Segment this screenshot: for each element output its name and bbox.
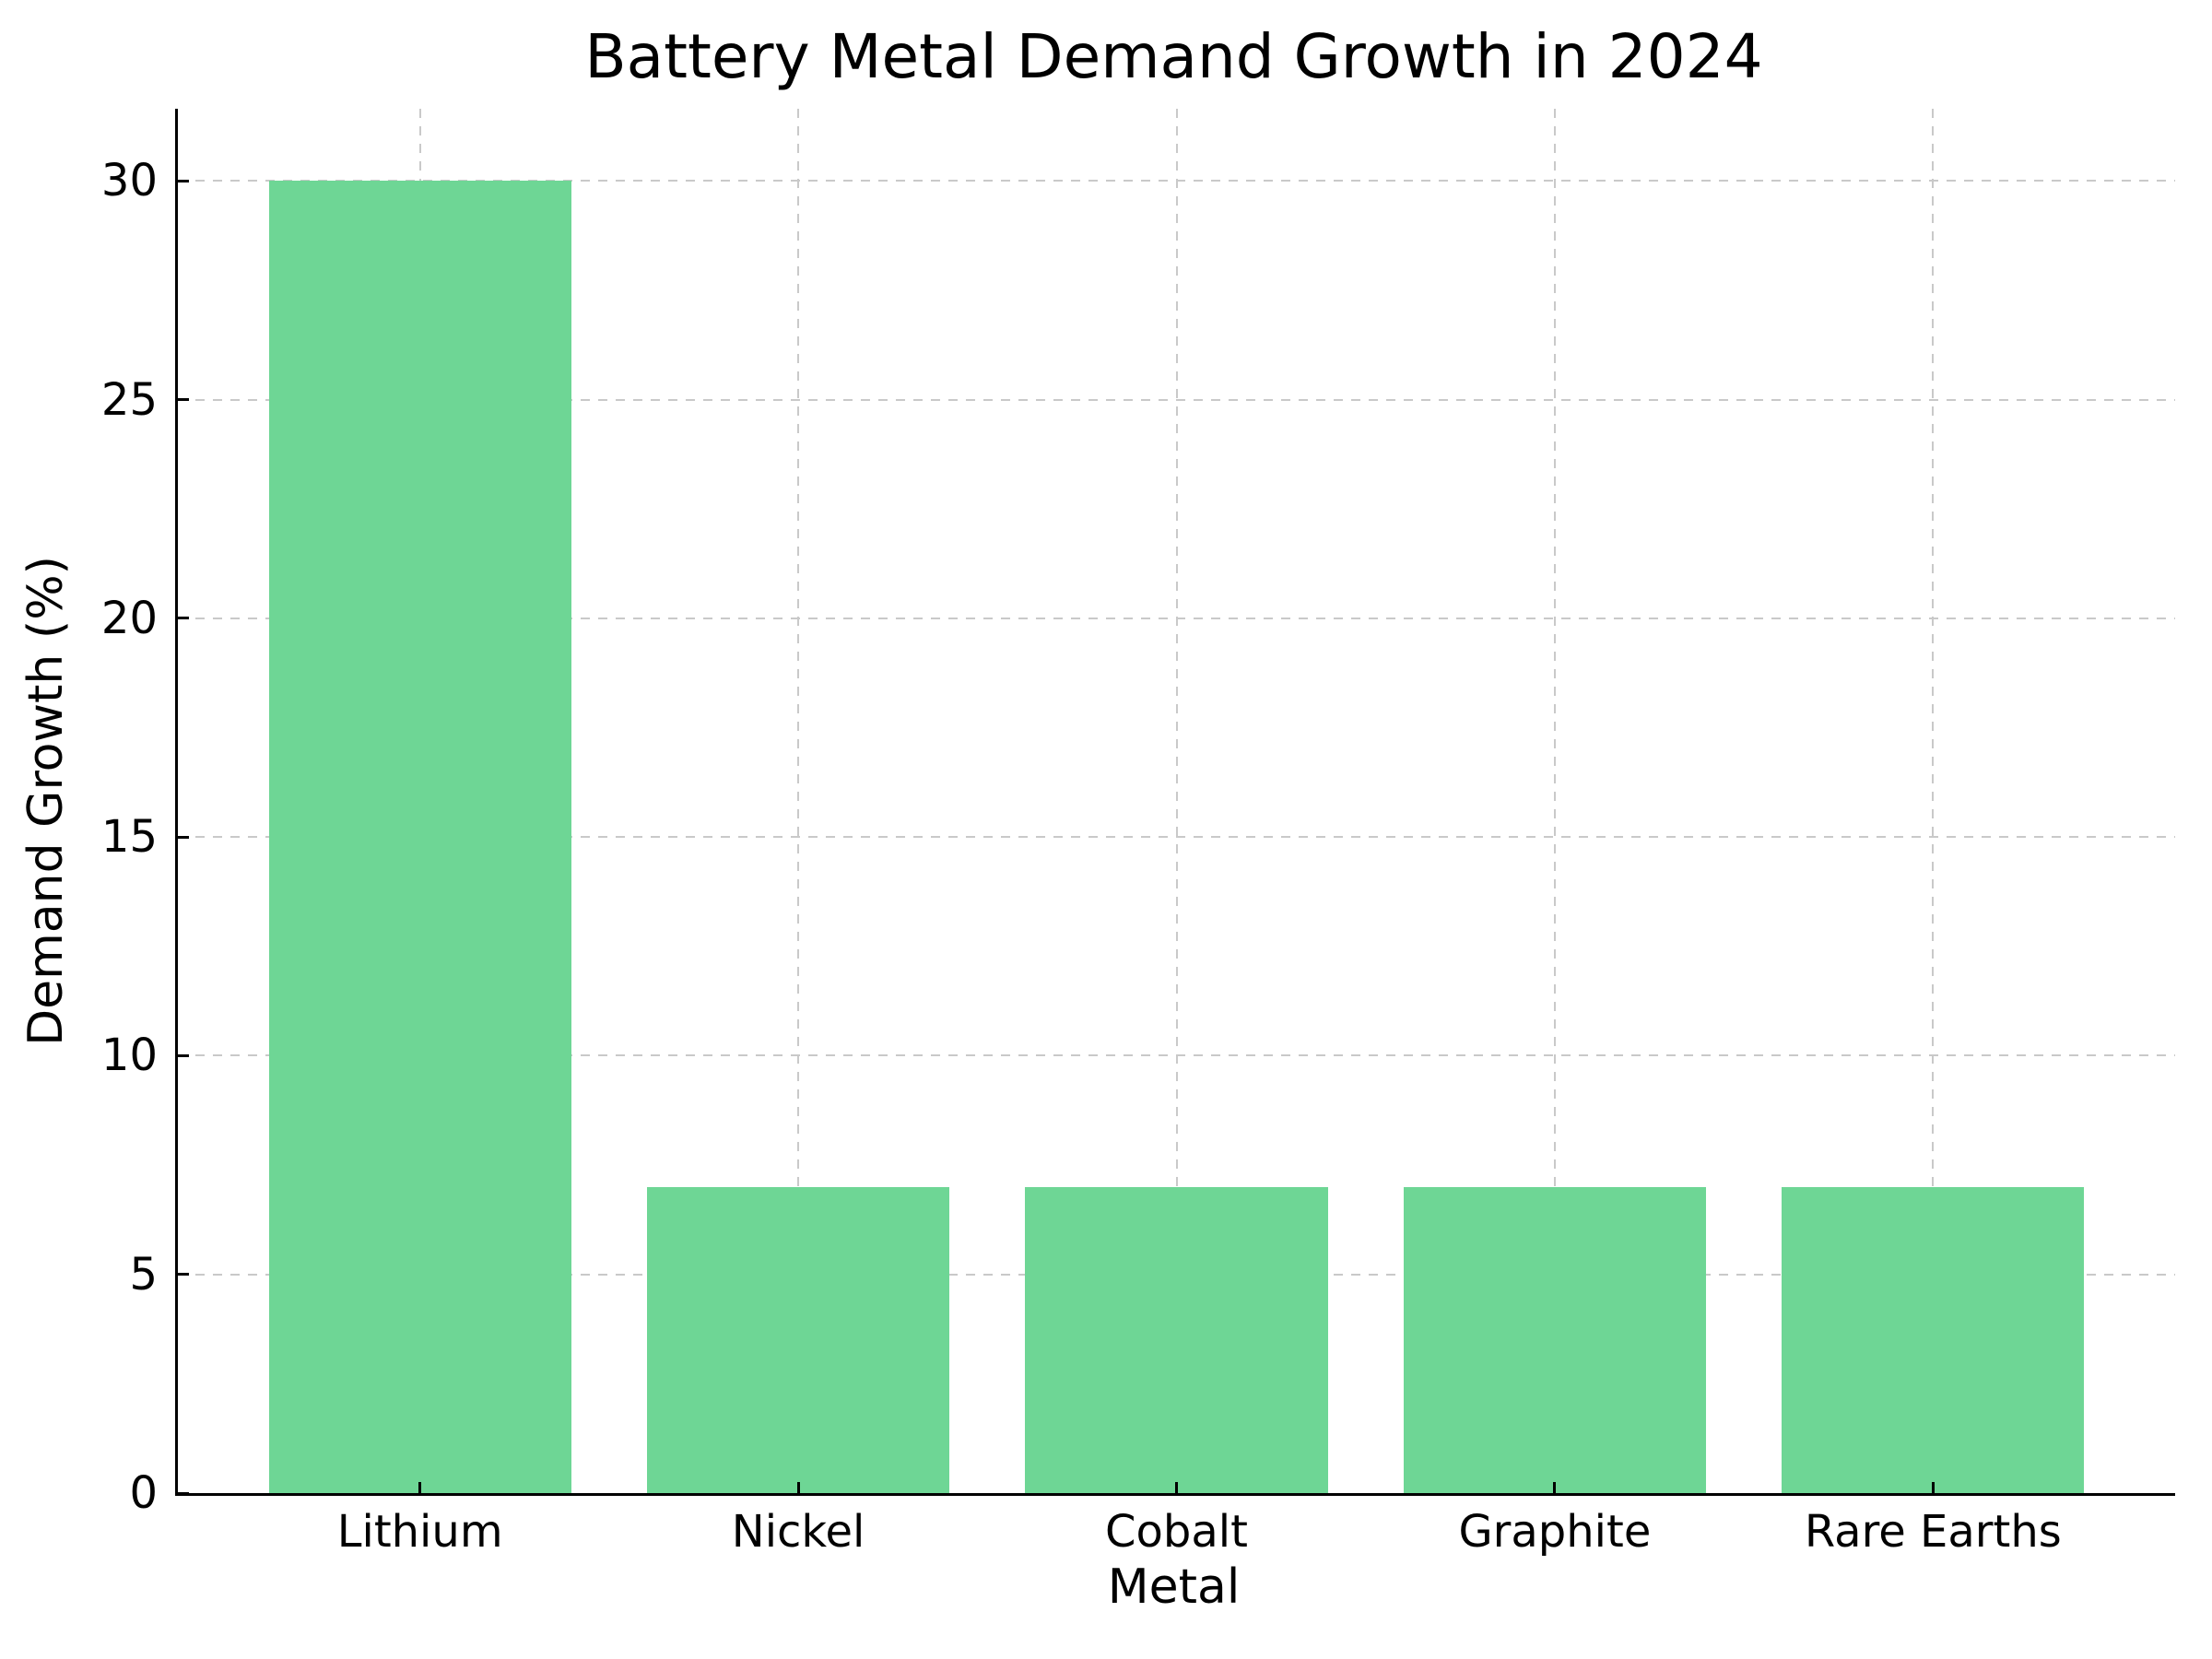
x-tick-label: Cobalt <box>1105 1506 1248 1558</box>
x-tick-label: Graphite <box>1458 1506 1652 1558</box>
y-tick-mark <box>178 617 189 620</box>
x-tick-mark <box>418 1482 422 1493</box>
x-tick-label: Lithium <box>336 1506 503 1558</box>
bar-rare-earths <box>1782 1186 2085 1493</box>
gridline-x-cobalt <box>1175 109 1178 1493</box>
x-tick-mark <box>796 1482 800 1493</box>
gridline-x-rare-earths <box>1932 109 1935 1493</box>
gridline-x-graphite <box>1553 109 1556 1493</box>
y-tick-label: 15 <box>100 811 158 864</box>
y-tick-mark <box>178 1053 189 1057</box>
plot-area: 0 5 10 15 20 25 30 Lithium Nickel Cobalt Graphite R… <box>101 109 2175 1554</box>
y-tick-label: 10 <box>100 1030 158 1082</box>
y-tick-mark <box>178 835 189 839</box>
bar-lithium <box>268 181 571 1493</box>
y-tick-label: 20 <box>100 592 158 644</box>
chart-title: Battery Metal Demand Growth in 2024 <box>584 21 1763 92</box>
x-tick-mark <box>1553 1482 1557 1493</box>
y-tick-mark <box>178 398 189 402</box>
y-tick-label: 30 <box>100 155 158 207</box>
y-tick-label: 0 <box>129 1467 158 1519</box>
x-tick-label: Nickel <box>731 1506 865 1558</box>
x-tick-label: Rare Earths <box>1804 1506 2062 1558</box>
y-tick-mark <box>178 1273 189 1277</box>
x-tick-mark <box>1175 1482 1178 1493</box>
y-tick-label: 5 <box>129 1248 158 1300</box>
y-tick-mark <box>178 179 189 182</box>
x-tick-mark <box>1931 1482 1935 1493</box>
bar-nickel <box>646 1186 950 1493</box>
gridline-x-nickel <box>797 109 800 1493</box>
y-tick-label: 25 <box>100 373 158 426</box>
bar-cobalt <box>1025 1186 1328 1493</box>
y-tick-mark <box>178 1491 189 1495</box>
bar-graphite <box>1403 1186 1707 1493</box>
x-axis-label: Metal <box>1107 1559 1241 1615</box>
